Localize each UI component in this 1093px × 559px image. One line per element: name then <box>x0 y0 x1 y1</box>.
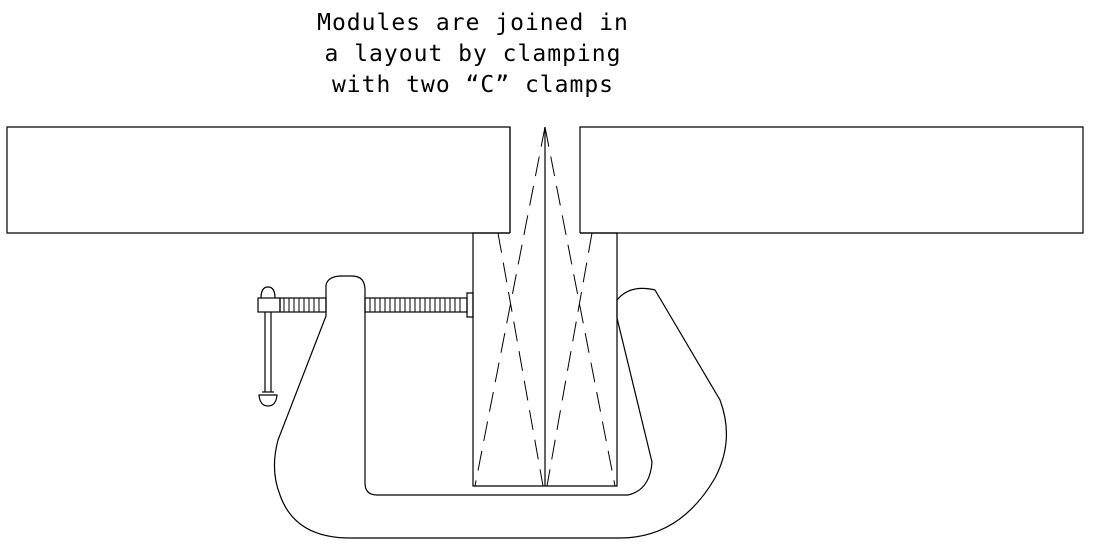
caption-line-1: Modules are joined in <box>317 10 629 36</box>
left-module <box>6 126 511 234</box>
c-clamp-frame <box>273 275 727 539</box>
caption-line-3: with two “C” clamps <box>331 72 615 98</box>
screw-thread-ticks <box>283 298 461 312</box>
hidden-lines <box>474 126 616 487</box>
right-module <box>579 126 1084 234</box>
clamp-handle <box>258 286 278 407</box>
clamp-screw <box>257 292 474 318</box>
caption-line-2: a layout by clamping <box>324 41 622 67</box>
joiner-block <box>472 127 618 487</box>
diagram-caption: Modules are joined in a layout by clampi… <box>300 8 646 101</box>
